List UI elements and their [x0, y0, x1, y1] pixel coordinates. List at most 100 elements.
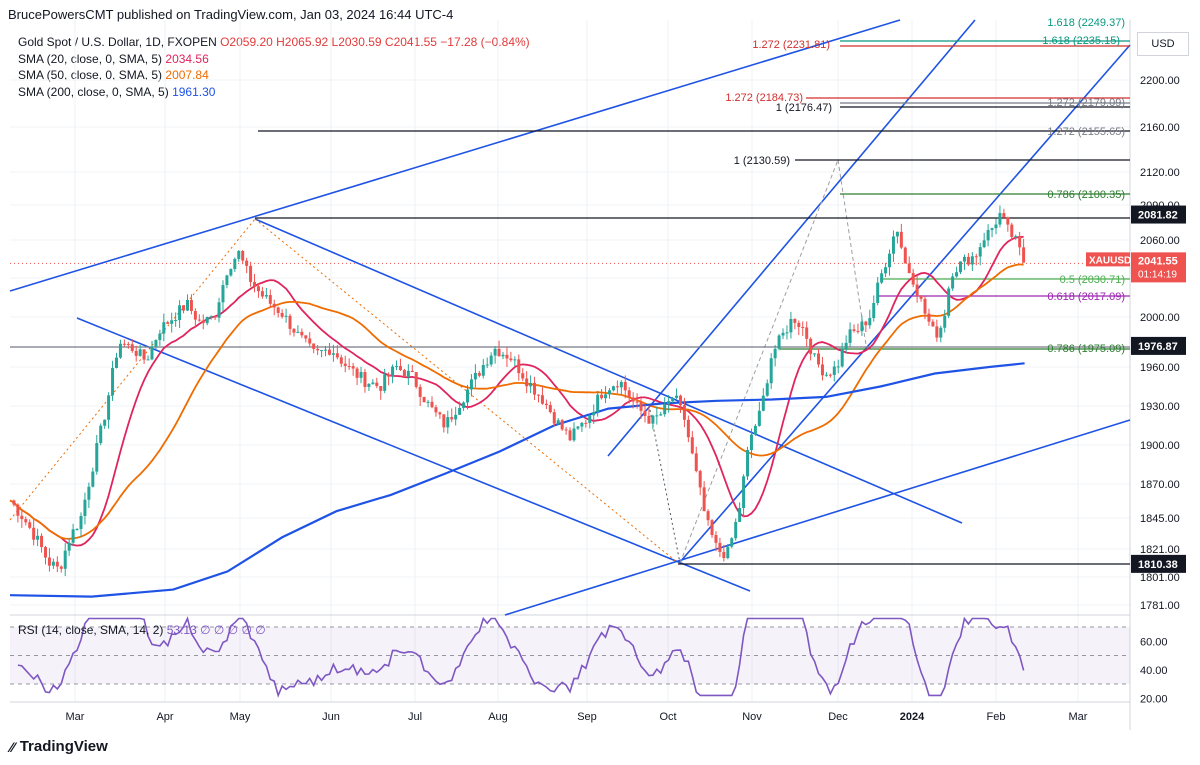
- candle-body: [300, 331, 304, 336]
- candle-body: [379, 386, 383, 391]
- candle-body: [899, 231, 903, 248]
- candle-body: [217, 302, 221, 318]
- candle-body: [107, 395, 111, 420]
- candle-body: [304, 335, 308, 339]
- candle-body: [864, 321, 868, 326]
- price-marker-bg: [1131, 205, 1186, 224]
- candle-body: [154, 340, 158, 347]
- footer-brand[interactable]: ⁄⁄ TradingView: [10, 738, 108, 755]
- x-tick-label: Mar: [1069, 711, 1088, 723]
- candle-body: [675, 395, 679, 398]
- x-tick-label: Nov: [742, 711, 762, 723]
- candle-body: [138, 349, 142, 356]
- sma50-value: 2007.84: [165, 68, 209, 82]
- sma20-label[interactable]: SMA (20, close, 0, SMA, 5): [18, 51, 163, 66]
- currency-button[interactable]: USD: [1137, 32, 1189, 56]
- candle-body: [249, 265, 253, 283]
- candle-body: [410, 370, 414, 373]
- candle-body: [521, 373, 525, 379]
- candle-body: [363, 372, 367, 387]
- candle-body: [501, 354, 505, 357]
- price-marker-1: 1976.87: [1138, 341, 1178, 353]
- candle-body: [32, 527, 36, 540]
- sma200-label[interactable]: SMA (200, close, 0, SMA, 5): [18, 84, 169, 99]
- candle-body: [671, 397, 675, 402]
- candle-body: [840, 348, 844, 367]
- candle-body: [178, 305, 182, 321]
- candle-body: [895, 231, 899, 237]
- candle-body: [667, 401, 671, 405]
- candle-body: [430, 401, 434, 408]
- candle-body: [320, 350, 324, 352]
- candle-body: [797, 322, 801, 327]
- sma50-label[interactable]: SMA (50, close, 0, SMA, 5): [18, 68, 163, 82]
- swing-dash-3: [649, 409, 681, 564]
- candle-body: [974, 256, 978, 258]
- long-support-line: [504, 419, 1131, 616]
- candle-body: [438, 412, 442, 415]
- candle-body: [91, 471, 95, 487]
- candle-body: [998, 213, 1002, 225]
- candle-body: [584, 422, 588, 424]
- sma200-value: 1961.30: [172, 84, 216, 99]
- candle-body: [312, 343, 316, 349]
- candle-body: [694, 453, 698, 471]
- fib-label-11: 0.786 (1975.09): [1047, 343, 1125, 355]
- fib-label-0: 1.272 (2231.81): [752, 39, 830, 51]
- fib-label-3: 1.272 (2184.73): [725, 92, 803, 104]
- trend-drawings: [9, 19, 1131, 616]
- rsi-tick-label: 40.00: [1140, 665, 1168, 677]
- rsi-legend[interactable]: RSI (14, close, SMA, 14, 2) 53.13 ∅ ∅ ∅ …: [18, 623, 266, 637]
- candle-body: [801, 326, 805, 328]
- descending-channel-bottom: [76, 317, 751, 592]
- candle-body: [497, 348, 501, 357]
- candle-body: [245, 260, 249, 266]
- candle-body: [627, 390, 631, 398]
- candle-body: [268, 295, 272, 304]
- candle-body: [414, 372, 418, 387]
- candle-body: [454, 414, 458, 420]
- candle-body: [193, 311, 197, 320]
- rsi-label: RSI (14, close, SMA, 14, 2): [18, 623, 164, 637]
- candle-body: [738, 508, 742, 522]
- candle-body: [327, 349, 331, 355]
- candle-body: [51, 561, 55, 566]
- candle-body: [962, 256, 966, 262]
- candle-body: [888, 253, 892, 268]
- fib-label-7: 1 (2130.59): [734, 155, 790, 167]
- symbol-label[interactable]: Gold Spot / U.S. Dollar, 1D, FXOPEN: [18, 35, 217, 49]
- candle-body: [615, 386, 619, 388]
- candle-body: [103, 419, 107, 426]
- candle-body: [489, 355, 493, 365]
- price-marker-2: 1810.38: [1138, 559, 1178, 571]
- candle-body: [978, 247, 982, 257]
- candle-body: [710, 520, 714, 536]
- candle-body: [158, 333, 162, 341]
- candle-body: [221, 285, 225, 303]
- y-tick-label: 2160.00: [1140, 122, 1180, 134]
- candle-body: [604, 394, 608, 399]
- rsi-tick-label: 20.00: [1140, 693, 1168, 705]
- candle-body: [880, 273, 884, 283]
- countdown-label: 01:14:19: [1138, 269, 1177, 280]
- candle-body: [142, 349, 146, 360]
- candle-body: [690, 437, 694, 454]
- sma50-line: [9, 263, 1024, 540]
- candle-body: [1010, 224, 1014, 238]
- candle-body: [959, 261, 963, 273]
- price-marker-bg: [1131, 554, 1186, 573]
- candle-body: [726, 546, 730, 559]
- candle-body: [434, 407, 438, 413]
- candle-body: [793, 319, 797, 323]
- candle-body: [201, 320, 205, 324]
- candle-body: [63, 550, 67, 569]
- candle-body: [264, 295, 268, 297]
- candle-body: [513, 359, 517, 361]
- fib-label-5: 1 (2176.47): [776, 102, 832, 114]
- candle-body: [426, 401, 430, 403]
- candle-body: [820, 364, 824, 376]
- price-axis: 2200.002160.002120.002090.002060.002030.…: [1086, 75, 1186, 612]
- candle-body: [335, 353, 339, 358]
- candle-body: [67, 542, 71, 551]
